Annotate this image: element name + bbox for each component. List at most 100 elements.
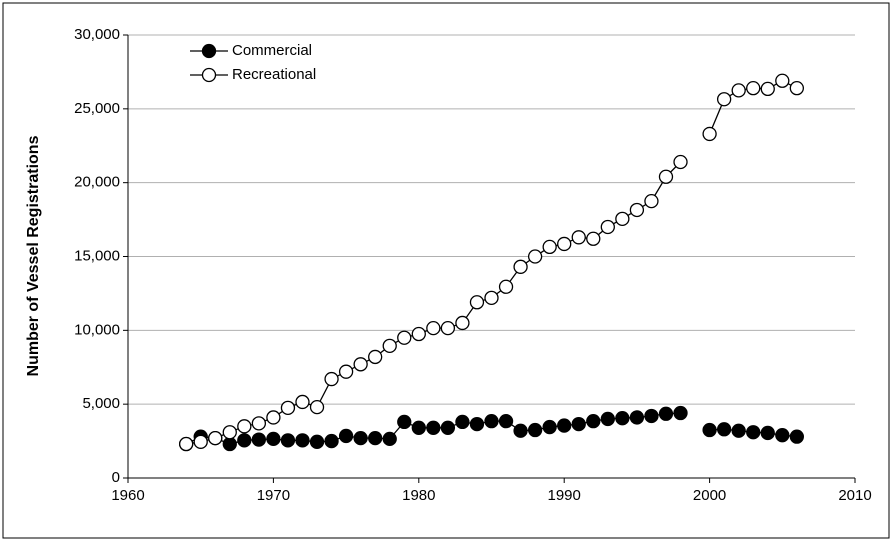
- point: [527, 249, 543, 264]
- point: [542, 419, 557, 435]
- x-tick-label: 1970: [257, 487, 290, 504]
- point: [731, 83, 746, 98]
- point: [411, 420, 426, 435]
- point: [571, 416, 586, 432]
- point: [658, 169, 674, 184]
- point: [557, 418, 572, 433]
- legend-marker: [201, 67, 217, 83]
- point: [455, 315, 470, 331]
- point: [455, 414, 470, 430]
- point: [775, 428, 790, 443]
- point: [295, 433, 310, 448]
- point: [338, 428, 354, 444]
- point: [469, 295, 485, 310]
- point: [280, 433, 296, 448]
- point: [251, 416, 267, 431]
- point: [600, 411, 615, 427]
- point: [673, 154, 688, 170]
- point: [484, 413, 499, 429]
- y-tick-label: 15,000: [74, 247, 120, 264]
- point: [760, 81, 775, 97]
- point: [426, 420, 441, 435]
- point: [484, 290, 499, 305]
- point: [397, 330, 412, 345]
- point: [193, 434, 208, 449]
- point: [237, 433, 252, 448]
- point: [702, 126, 717, 142]
- point: [629, 410, 645, 425]
- point: [309, 399, 325, 415]
- point: [266, 431, 281, 447]
- point: [615, 411, 630, 426]
- x-tick-label: 2000: [693, 487, 726, 504]
- point: [644, 193, 659, 209]
- point: [746, 425, 761, 440]
- point: [716, 92, 732, 107]
- point: [266, 410, 281, 425]
- point: [222, 436, 237, 452]
- point: [295, 394, 310, 410]
- point: [324, 371, 339, 387]
- point: [644, 408, 659, 424]
- legend-marker: [201, 43, 217, 59]
- point: [527, 422, 543, 438]
- point: [557, 236, 572, 252]
- y-tick-label: 25,000: [74, 100, 120, 117]
- point: [382, 431, 397, 447]
- point: [775, 73, 790, 88]
- point: [397, 414, 412, 430]
- point: [673, 405, 688, 421]
- point: [542, 239, 557, 255]
- point: [746, 81, 761, 96]
- point: [353, 357, 368, 372]
- point: [280, 400, 296, 416]
- point: [498, 279, 514, 294]
- point: [309, 434, 325, 449]
- point: [237, 419, 252, 434]
- point: [368, 430, 383, 446]
- point: [586, 231, 601, 246]
- y-tick-label: 0: [112, 469, 120, 486]
- point: [368, 349, 383, 365]
- legend-label: Recreational: [232, 66, 316, 83]
- point: [658, 406, 674, 421]
- point: [629, 202, 645, 218]
- point: [702, 422, 717, 438]
- point: [440, 420, 456, 435]
- point: [498, 413, 514, 429]
- y-tick-label: 5,000: [82, 395, 120, 412]
- y-tick-label: 30,000: [74, 26, 120, 43]
- y-tick-label: 20,000: [74, 174, 120, 191]
- point: [382, 338, 397, 353]
- point: [222, 425, 237, 440]
- point: [469, 416, 485, 432]
- x-tick-label: 1990: [548, 487, 581, 504]
- point: [440, 320, 456, 336]
- point: [353, 430, 368, 446]
- point: [411, 326, 426, 342]
- x-tick-label: 1960: [111, 487, 144, 504]
- point: [251, 432, 267, 447]
- point: [208, 430, 223, 446]
- legend-label: Commercial: [232, 42, 312, 59]
- point: [615, 211, 630, 226]
- point: [324, 433, 339, 449]
- point: [513, 423, 528, 438]
- point: [513, 259, 528, 274]
- point: [716, 422, 732, 437]
- point: [426, 320, 441, 336]
- point: [731, 423, 746, 438]
- y-tick-label: 10,000: [74, 321, 120, 338]
- point: [338, 364, 354, 379]
- point: [586, 413, 601, 429]
- point: [179, 436, 194, 452]
- x-tick-label: 2010: [838, 487, 871, 504]
- point: [571, 230, 586, 245]
- point: [760, 425, 775, 441]
- point: [789, 429, 804, 444]
- point: [789, 81, 804, 96]
- point: [600, 219, 615, 235]
- x-tick-label: 1980: [402, 487, 435, 504]
- y-axis-label: Number of Vessel Registrations: [25, 135, 42, 376]
